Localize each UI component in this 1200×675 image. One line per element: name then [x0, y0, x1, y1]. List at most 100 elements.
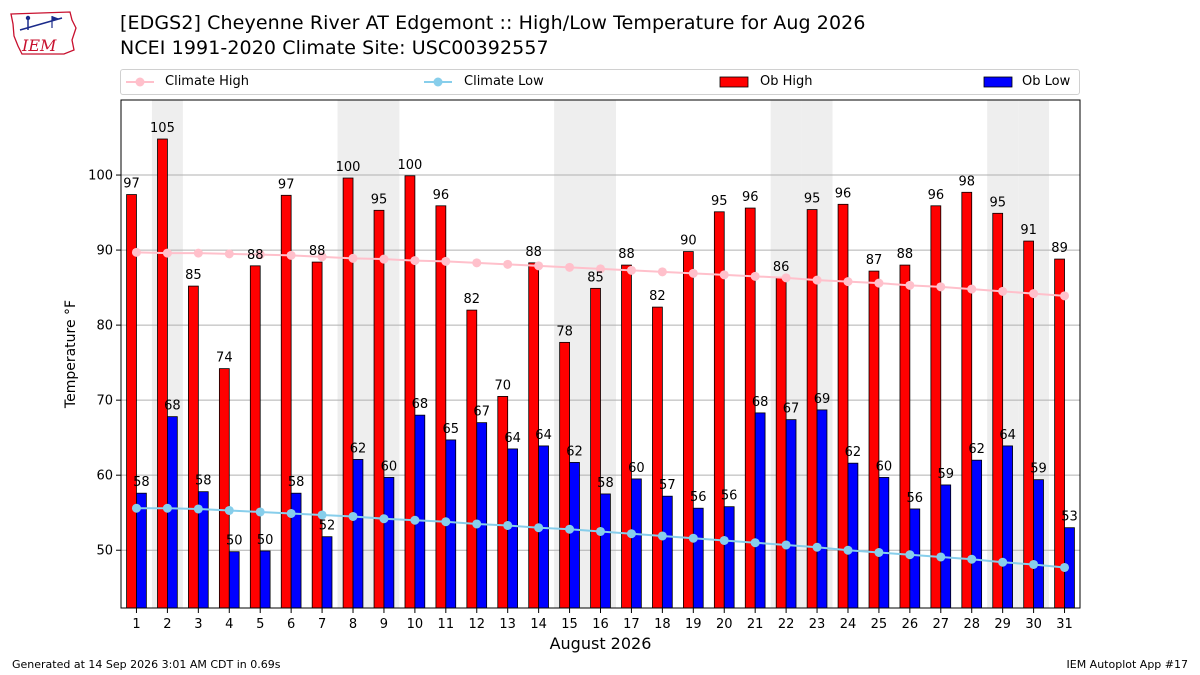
label-ob-high: 96	[835, 186, 852, 201]
bar-ob-high	[249, 265, 261, 609]
climate-high-point	[441, 256, 451, 266]
label-ob-high: 95	[371, 192, 388, 207]
x-tick-label: 26	[902, 617, 919, 632]
legend-ob-high-label: Ob High	[760, 74, 813, 89]
bar-ob-low	[1002, 445, 1013, 609]
bar-ob-high	[342, 177, 354, 609]
climate-high-point	[688, 268, 698, 278]
label-ob-low: 50	[257, 533, 274, 548]
bar-ob-high	[559, 341, 570, 609]
chart-subtitle: NCEI 1991-2020 Climate Site: USC00392557	[120, 37, 549, 59]
climate-high-point	[131, 247, 141, 257]
x-tick-label: 23	[809, 617, 826, 632]
climate-low-point	[719, 535, 729, 545]
climate-high-point	[1060, 291, 1070, 301]
x-tick-label: 16	[592, 617, 609, 632]
label-ob-low: 64	[504, 431, 521, 446]
label-ob-high: 105	[150, 121, 175, 136]
climate-high-point	[626, 265, 636, 275]
x-tick-label: 1	[132, 617, 140, 632]
x-tick-label: 21	[747, 617, 764, 632]
climate-low-point	[162, 503, 172, 513]
climate-low-point	[1029, 559, 1039, 569]
label-ob-low: 68	[412, 397, 429, 412]
y-axis-label: Temperature °F	[63, 300, 79, 409]
label-ob-low: 68	[752, 395, 769, 410]
label-ob-low: 50	[226, 534, 243, 549]
bar-ob-low	[754, 412, 766, 609]
label-ob-low: 56	[721, 489, 738, 504]
label-ob-low: 58	[288, 475, 305, 490]
label-ob-low: 69	[814, 392, 831, 407]
climate-low-point	[565, 524, 575, 534]
label-ob-low: 53	[1061, 510, 1078, 525]
climate-high-point	[534, 261, 544, 271]
bar-ob-high	[1054, 258, 1065, 609]
label-ob-low: 58	[597, 476, 614, 491]
climate-low-point	[626, 529, 636, 539]
label-ob-high: 78	[556, 324, 573, 339]
bar-ob-low	[692, 507, 704, 609]
climate-high-point	[843, 277, 853, 287]
label-ob-low: 60	[876, 459, 893, 474]
climate-high-point	[224, 249, 234, 259]
logo-text: IEM	[21, 36, 57, 55]
climate-low-point	[441, 517, 451, 527]
legend: Climate High Climate Low Ob High Ob Low	[120, 69, 1080, 95]
climate-low-point	[967, 554, 977, 564]
x-tick-label: 6	[287, 617, 295, 632]
label-ob-high: 85	[185, 268, 202, 283]
label-ob-high: 96	[742, 190, 759, 205]
x-tick-label: 28	[963, 617, 980, 632]
bar-ob-low	[940, 484, 952, 609]
label-ob-high: 88	[525, 245, 542, 260]
x-tick-label: 3	[194, 617, 202, 632]
bar-ob-low	[228, 551, 240, 609]
label-ob-high: 90	[680, 234, 697, 249]
label-ob-high: 97	[278, 177, 295, 192]
bar-ob-low	[383, 477, 395, 609]
x-tick-label: 9	[380, 617, 388, 632]
x-tick-label: 11	[438, 617, 455, 632]
bar-ob-high	[590, 287, 601, 609]
x-axis-label: August 2026	[550, 634, 652, 653]
y-tick-label: 80	[96, 319, 113, 334]
climate-high-point	[255, 250, 265, 260]
label-ob-low: 67	[473, 405, 490, 420]
bar-ob-low	[476, 422, 488, 609]
x-tick-label: 24	[840, 617, 857, 632]
climate-low-point	[131, 503, 141, 513]
label-ob-high: 96	[928, 188, 945, 203]
bar-ob-high	[404, 175, 416, 609]
climate-high-point	[905, 280, 915, 290]
bar-ob-low	[847, 462, 859, 609]
climate-high-point	[379, 254, 389, 264]
x-tick-label: 30	[1025, 617, 1042, 632]
bar-ob-low	[723, 506, 735, 609]
climate-low-point	[750, 538, 760, 548]
climate-high-point	[565, 262, 575, 272]
label-ob-low: 52	[319, 519, 336, 534]
label-ob-high: 95	[804, 192, 821, 207]
bar-ob-high	[961, 191, 973, 609]
label-ob-high: 85	[587, 270, 604, 285]
x-tick-label: 7	[318, 617, 326, 632]
climate-low-point	[224, 505, 234, 515]
x-tick-label: 20	[716, 617, 733, 632]
label-ob-low: 65	[442, 422, 459, 437]
bar-ob-high	[373, 209, 385, 609]
label-ob-low: 62	[350, 441, 367, 456]
bar-ob-high	[683, 251, 694, 609]
bar-ob-high	[930, 205, 942, 609]
x-tick-label: 12	[468, 617, 485, 632]
climate-high-point	[812, 275, 822, 285]
x-tick-label: 8	[349, 617, 357, 632]
climate-high-point	[719, 270, 729, 280]
bar-ob-high	[435, 205, 447, 609]
label-ob-low: 56	[907, 491, 924, 506]
x-tick-label: 13	[499, 617, 516, 632]
label-ob-high: 95	[711, 194, 728, 209]
bar-ob-high	[868, 270, 880, 609]
x-tick-label: 17	[623, 617, 640, 632]
label-ob-high: 89	[1051, 241, 1068, 256]
